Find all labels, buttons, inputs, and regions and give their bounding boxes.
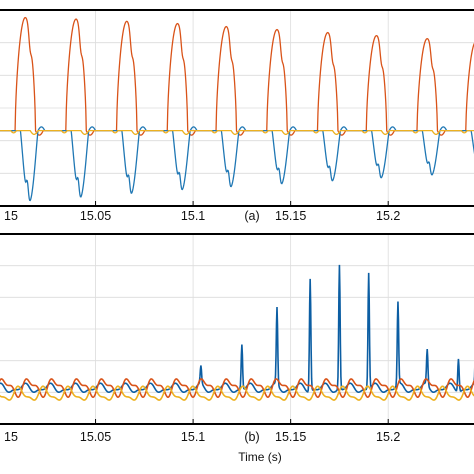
grid	[0, 10, 474, 206]
grid	[0, 234, 474, 424]
x-tick-label: 15.2	[376, 430, 400, 444]
x-tick-label: 15.15	[275, 430, 306, 444]
x-tick-label: 15.05	[80, 430, 111, 444]
series-line-1	[0, 16, 474, 136]
x-tick-label: 15.05	[80, 209, 111, 223]
plot-frame	[0, 9, 474, 207]
x-tick-label: 15.1	[181, 430, 205, 444]
x-tick-label: 15	[4, 430, 18, 444]
panel-a: 15 15.05 15.1 15.15 15.2 (a)	[0, 9, 474, 223]
x-tick-label: 15.15	[275, 209, 306, 223]
x-tick-label: 15.2	[376, 209, 400, 223]
x-tick-label: 15	[4, 209, 18, 223]
series-line-2	[0, 126, 474, 202]
x-tick-label: 15.1	[181, 209, 205, 223]
x-axis-title: Time (s)	[238, 450, 282, 464]
panel-label: (b)	[244, 430, 259, 444]
plot-frame	[0, 233, 474, 425]
series-line-3	[0, 385, 474, 401]
series-line-3	[0, 129, 474, 136]
panel-b: 15 15.05 15.1 15.15 15.2 (b) Time (s)	[0, 233, 474, 464]
panel-label: (a)	[244, 209, 259, 223]
series-line-1	[0, 264, 474, 394]
